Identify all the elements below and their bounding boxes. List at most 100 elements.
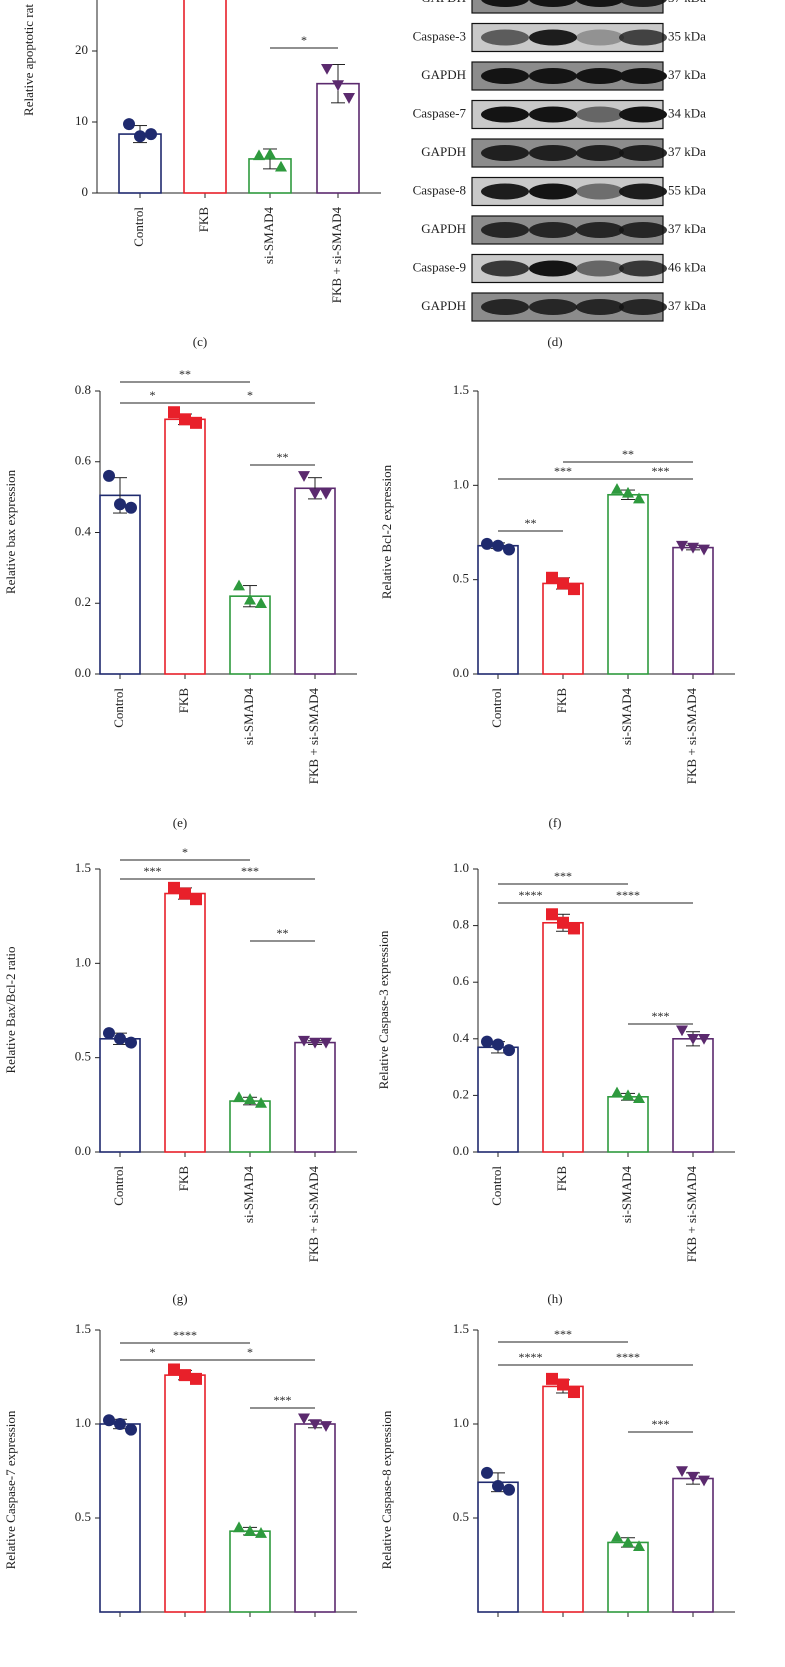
significance-label: ****	[616, 888, 640, 902]
data-point	[568, 1386, 580, 1399]
y-tick-label: 0.2	[453, 1086, 469, 1101]
data-point	[244, 1093, 256, 1104]
data-point	[687, 1034, 699, 1045]
size-label: 34 kDa	[668, 105, 706, 120]
bar	[672, 1477, 714, 1613]
blot-band	[529, 260, 577, 277]
y-tick-label: 1.5	[453, 382, 469, 397]
blot-band	[481, 145, 529, 161]
data-point	[687, 542, 699, 554]
blot-band	[619, 106, 667, 123]
blot-band	[481, 260, 529, 277]
data-point	[309, 1037, 321, 1049]
data-point	[103, 1027, 115, 1040]
data-point	[320, 1037, 332, 1049]
data-point	[298, 1413, 310, 1425]
blot-band	[481, 106, 529, 123]
data-point	[233, 1091, 245, 1103]
blot-band	[529, 145, 577, 161]
data-point	[253, 149, 265, 161]
significance-label: ***	[652, 1009, 670, 1023]
y-tick-label: 0.6	[75, 453, 92, 468]
data-point	[320, 1421, 332, 1432]
y-tick-label: 0.5	[453, 1509, 469, 1524]
panel-label: (d)	[547, 334, 562, 349]
data-point	[190, 1372, 202, 1385]
blot-band	[619, 260, 667, 277]
x-tick-label: FKB + si-SMAD4	[306, 1166, 321, 1263]
bar	[294, 1423, 336, 1613]
bar	[477, 544, 519, 675]
data-point	[557, 1378, 569, 1391]
data-point	[481, 537, 493, 550]
data-point	[503, 543, 515, 556]
data-point	[611, 1086, 623, 1098]
data-point	[492, 1038, 504, 1051]
western-blot: GAPDH 37 kDa Caspase-3 35 kDa GAPDH 37 kDa Cas…	[413, 0, 706, 349]
blot-band	[576, 106, 624, 123]
blot-band	[529, 106, 577, 123]
y-tick-label: 1.0	[453, 1415, 469, 1430]
data-point	[179, 1369, 191, 1382]
significance-label: ****	[519, 888, 543, 902]
panel-label: (g)	[172, 1291, 187, 1306]
x-tick-label: FKB + si-SMAD4	[684, 688, 699, 785]
bar-chart: 0.0 0.2 0.4 0.6 0.8 1.0 Relative Caspase-3 exp…	[376, 860, 735, 1306]
y-tick-label: 1.0	[453, 860, 469, 875]
data-point	[309, 1419, 321, 1430]
data-point	[298, 1035, 310, 1047]
y-axis-label: Relative Caspase-3 expression	[376, 930, 391, 1089]
y-axis-label: Relative Bax/Bcl-2 ratio	[3, 946, 18, 1073]
size-label: 55 kDa	[668, 182, 706, 197]
significance-label: **	[525, 516, 537, 530]
protein-label: GAPDH	[421, 144, 466, 159]
data-point	[123, 118, 135, 131]
significance-label: *	[247, 1345, 253, 1359]
x-tick-label: si-SMAD4	[261, 207, 276, 265]
data-point	[309, 488, 321, 500]
data-point	[320, 488, 332, 500]
panel-label: (h)	[547, 1291, 562, 1306]
x-tick-label: FKB	[196, 207, 211, 233]
blot-band	[619, 222, 667, 238]
blot-band	[619, 68, 667, 84]
bar	[183, 0, 227, 194]
data-point	[244, 593, 256, 605]
data-point	[114, 1418, 126, 1430]
data-point	[114, 1032, 126, 1045]
bar	[607, 493, 649, 675]
x-tick-label: FKB	[176, 1166, 191, 1192]
data-point	[179, 887, 191, 900]
blot-band	[619, 0, 667, 7]
y-tick-label: 0.5	[75, 1049, 91, 1064]
data-point	[168, 1363, 180, 1376]
x-tick-label: FKB + si-SMAD4	[684, 1166, 699, 1263]
bar	[294, 487, 336, 675]
bar	[316, 82, 360, 194]
data-point	[114, 498, 126, 511]
data-point	[298, 471, 310, 482]
bar-chart: 0.0 0.5 1.0 1.5 Relative Bcl-2 expression Con…	[379, 382, 735, 830]
significance-label: ***	[144, 864, 162, 878]
blot-band	[529, 68, 577, 84]
blot-band	[481, 222, 529, 238]
bar	[477, 1481, 519, 1613]
significance-label: **	[277, 926, 289, 940]
protein-label: GAPDH	[421, 67, 466, 82]
blot-band	[529, 183, 577, 200]
y-tick-label: 1.5	[453, 1321, 469, 1336]
blot-band	[576, 222, 624, 238]
significance-label: ***	[554, 869, 572, 883]
data-point	[255, 1527, 267, 1538]
x-tick-label: Control	[489, 1166, 504, 1206]
y-tick-label: 1.5	[75, 860, 91, 875]
data-point	[321, 63, 333, 75]
x-tick-label: Control	[489, 688, 504, 728]
data-point	[503, 1483, 515, 1496]
data-point	[698, 1034, 710, 1045]
data-point	[676, 1466, 688, 1477]
y-tick-label: 10	[75, 113, 88, 128]
size-label: 37 kDa	[668, 144, 706, 159]
data-point	[611, 1530, 623, 1542]
